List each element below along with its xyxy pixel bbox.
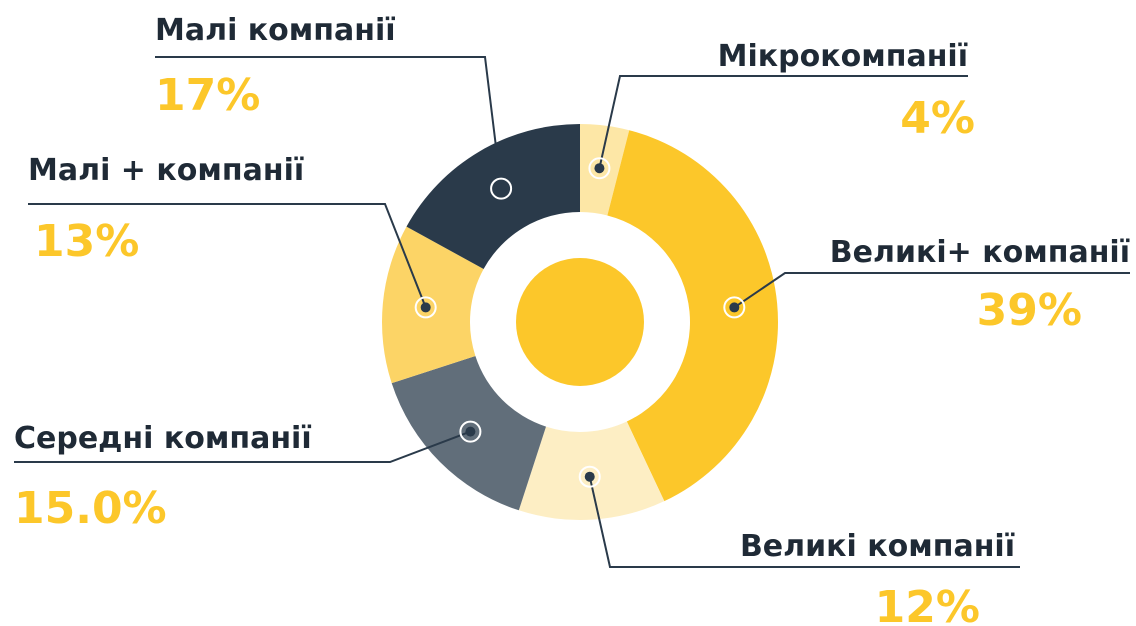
value-label: 4% [900, 93, 975, 144]
marker-dot [584, 471, 595, 482]
marker-dot [729, 302, 740, 313]
value-label: 15.0% [14, 483, 167, 534]
value-label: 13% [34, 216, 139, 267]
slice-label: Середні компанії [14, 421, 312, 456]
marker-dot [465, 426, 476, 437]
leader-line [588, 476, 1020, 568]
marker-ring [459, 420, 482, 443]
slice-label: Мікрокомпанії [718, 39, 968, 74]
donut-slice [381, 226, 484, 384]
leader-line [598, 75, 968, 169]
donut-slice [607, 130, 778, 502]
donut-slice [518, 421, 665, 520]
marker-ring [490, 177, 513, 200]
slice-label: Малі компанії [155, 13, 396, 48]
marker-dot [594, 163, 605, 174]
slice-label: Великі компанії [740, 529, 1015, 564]
value-label: 12% [875, 582, 980, 626]
value-label: 17% [155, 70, 260, 121]
center-circle [516, 258, 644, 386]
leader-line [155, 56, 503, 189]
value-label: 39% [977, 285, 1082, 336]
marker-ring [723, 296, 746, 319]
marker-ring [414, 296, 437, 319]
marker-ring [588, 157, 611, 180]
marker-ring [578, 465, 601, 488]
marker-dot [420, 302, 431, 313]
slice-label: Великі+ компанії [830, 235, 1130, 270]
marker-dot [496, 183, 507, 194]
leader-line [28, 203, 427, 308]
donut-slice [406, 124, 580, 270]
donut-slice [580, 124, 630, 216]
leader-line [14, 430, 471, 463]
leader-line [733, 272, 1130, 309]
slice-label: Малі + компанії [28, 153, 304, 188]
